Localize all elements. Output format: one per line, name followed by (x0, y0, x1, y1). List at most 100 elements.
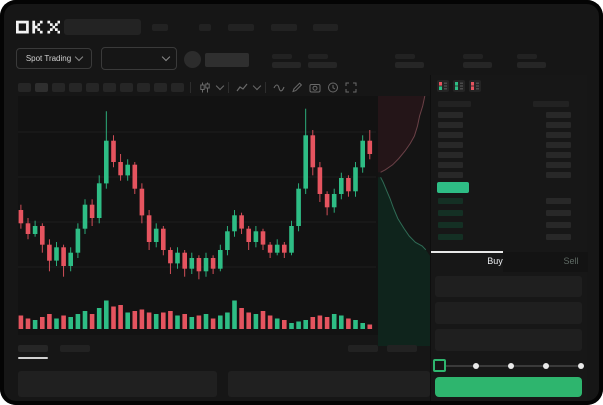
stat-label-placeholder (308, 54, 328, 59)
bid-amount-placeholder[interactable] (546, 210, 571, 216)
market-type-label: Spot Trading (25, 54, 72, 63)
bottom-tab-underline (18, 357, 48, 359)
ask-price-placeholder[interactable] (438, 112, 463, 118)
depth-svg (378, 95, 430, 346)
bottom-tab-active[interactable] (18, 345, 48, 352)
pair-selector-dropdown[interactable] (101, 47, 177, 70)
pencil-icon[interactable] (291, 82, 303, 93)
stat-label-placeholder (463, 54, 483, 59)
order-form (431, 272, 588, 401)
search-bar[interactable] (64, 19, 141, 35)
interval-button-placeholder[interactable] (35, 83, 48, 92)
market-type-dropdown[interactable]: Spot Trading (16, 48, 92, 69)
bottom-panel-placeholder (228, 371, 430, 397)
fullscreen-icon[interactable] (345, 82, 357, 93)
ask-amount-placeholder[interactable] (546, 162, 571, 168)
bid-amount-placeholder[interactable] (546, 234, 571, 240)
order-input-placeholder[interactable] (435, 329, 582, 351)
bid-amount-placeholder[interactable] (546, 222, 571, 228)
clock-icon[interactable] (327, 82, 339, 93)
stat-label-placeholder (395, 54, 415, 59)
ask-amount-placeholder[interactable] (546, 172, 571, 178)
slider-stop-dot[interactable] (543, 363, 549, 369)
slider-stop-dot[interactable] (578, 363, 584, 369)
tab-buy[interactable]: Buy (487, 256, 503, 266)
bid-amount-placeholder[interactable] (546, 198, 571, 204)
slider-stop-dot[interactable] (473, 363, 479, 369)
camera-icon[interactable] (309, 82, 321, 93)
bottom-tab[interactable] (60, 345, 90, 352)
toolbar-divider (265, 82, 266, 93)
stat-value-placeholder (272, 62, 301, 68)
interval-button-placeholder[interactable] (86, 83, 99, 92)
interval-buttons (0, 0, 430, 96)
book-combined-icon[interactable] (437, 80, 449, 92)
line-tool-icon[interactable] (273, 82, 285, 93)
book-bids-icon[interactable] (453, 80, 465, 92)
indicators-icon[interactable] (236, 82, 248, 93)
ask-amount-placeholder[interactable] (546, 142, 571, 148)
order-input-placeholder[interactable] (435, 302, 582, 324)
slider-stop-dot[interactable] (508, 363, 514, 369)
sell-tab-bg (503, 252, 588, 272)
orderbook-header-placeholder (438, 101, 471, 107)
bid-price-placeholder[interactable] (438, 210, 463, 216)
nav-item-placeholder[interactable] (199, 24, 211, 31)
toolbar-divider (190, 82, 191, 93)
nav-item-placeholder[interactable] (271, 24, 297, 31)
toolbar-divider (228, 82, 229, 93)
nav-item-placeholder[interactable] (313, 24, 338, 31)
interval-button-placeholder[interactable] (137, 83, 150, 92)
interval-button-placeholder[interactable] (69, 83, 82, 92)
ask-amount-placeholder[interactable] (546, 122, 571, 128)
interval-button-placeholder[interactable] (120, 83, 133, 92)
ask-price-placeholder[interactable] (438, 162, 463, 168)
candlestick-chart[interactable] (18, 98, 376, 290)
buy-submit-button[interactable] (435, 377, 582, 397)
volume-chart[interactable] (18, 296, 376, 329)
orderbook-header-placeholder (533, 101, 569, 107)
bid-price-placeholder[interactable] (438, 198, 463, 204)
stat-label-placeholder (517, 54, 537, 59)
price-placeholder (205, 53, 249, 67)
active-tab-indicator (431, 251, 503, 253)
bid-price-placeholder[interactable] (438, 234, 463, 240)
ask-price-placeholder[interactable] (438, 172, 463, 178)
candles-icon[interactable] (199, 82, 211, 93)
bottom-action-placeholder[interactable] (348, 345, 378, 352)
stat-label-placeholder (272, 54, 292, 59)
orderbook-view-icons (431, 75, 588, 95)
ask-price-placeholder[interactable] (438, 142, 463, 148)
last-price-indicator[interactable] (437, 182, 469, 193)
stat-value-placeholder (517, 62, 546, 68)
ask-price-placeholder[interactable] (438, 152, 463, 158)
interval-button-placeholder[interactable] (154, 83, 167, 92)
stat-value-placeholder (308, 62, 337, 68)
bottom-action-placeholder[interactable] (387, 345, 417, 352)
stat-value-placeholder (463, 62, 492, 68)
interval-button-placeholder[interactable] (52, 83, 65, 92)
slider-dots (431, 75, 588, 375)
ask-price-placeholder[interactable] (438, 122, 463, 128)
depth-visualization[interactable] (378, 95, 430, 346)
bid-price-placeholder[interactable] (438, 222, 463, 228)
interval-button-placeholder[interactable] (103, 83, 116, 92)
orderbook-panel: Buy Sell (430, 75, 588, 401)
nav-item-placeholder[interactable] (228, 24, 254, 31)
book-asks-icon[interactable] (469, 80, 481, 92)
order-input-placeholder[interactable] (435, 276, 582, 297)
nav-placeholders (0, 0, 603, 40)
stat-value-placeholder (395, 62, 424, 68)
ask-price-placeholder[interactable] (438, 132, 463, 138)
okx-logo (16, 20, 60, 34)
ask-amount-placeholder[interactable] (546, 152, 571, 158)
tab-sell[interactable]: Sell (563, 256, 579, 266)
nav-item-placeholder[interactable] (152, 24, 168, 31)
ask-amount-placeholder[interactable] (546, 112, 571, 118)
amount-slider-handle[interactable] (433, 359, 446, 372)
interval-button-placeholder[interactable] (18, 83, 31, 92)
interval-button-placeholder[interactable] (171, 83, 184, 92)
ask-amount-placeholder[interactable] (546, 132, 571, 138)
